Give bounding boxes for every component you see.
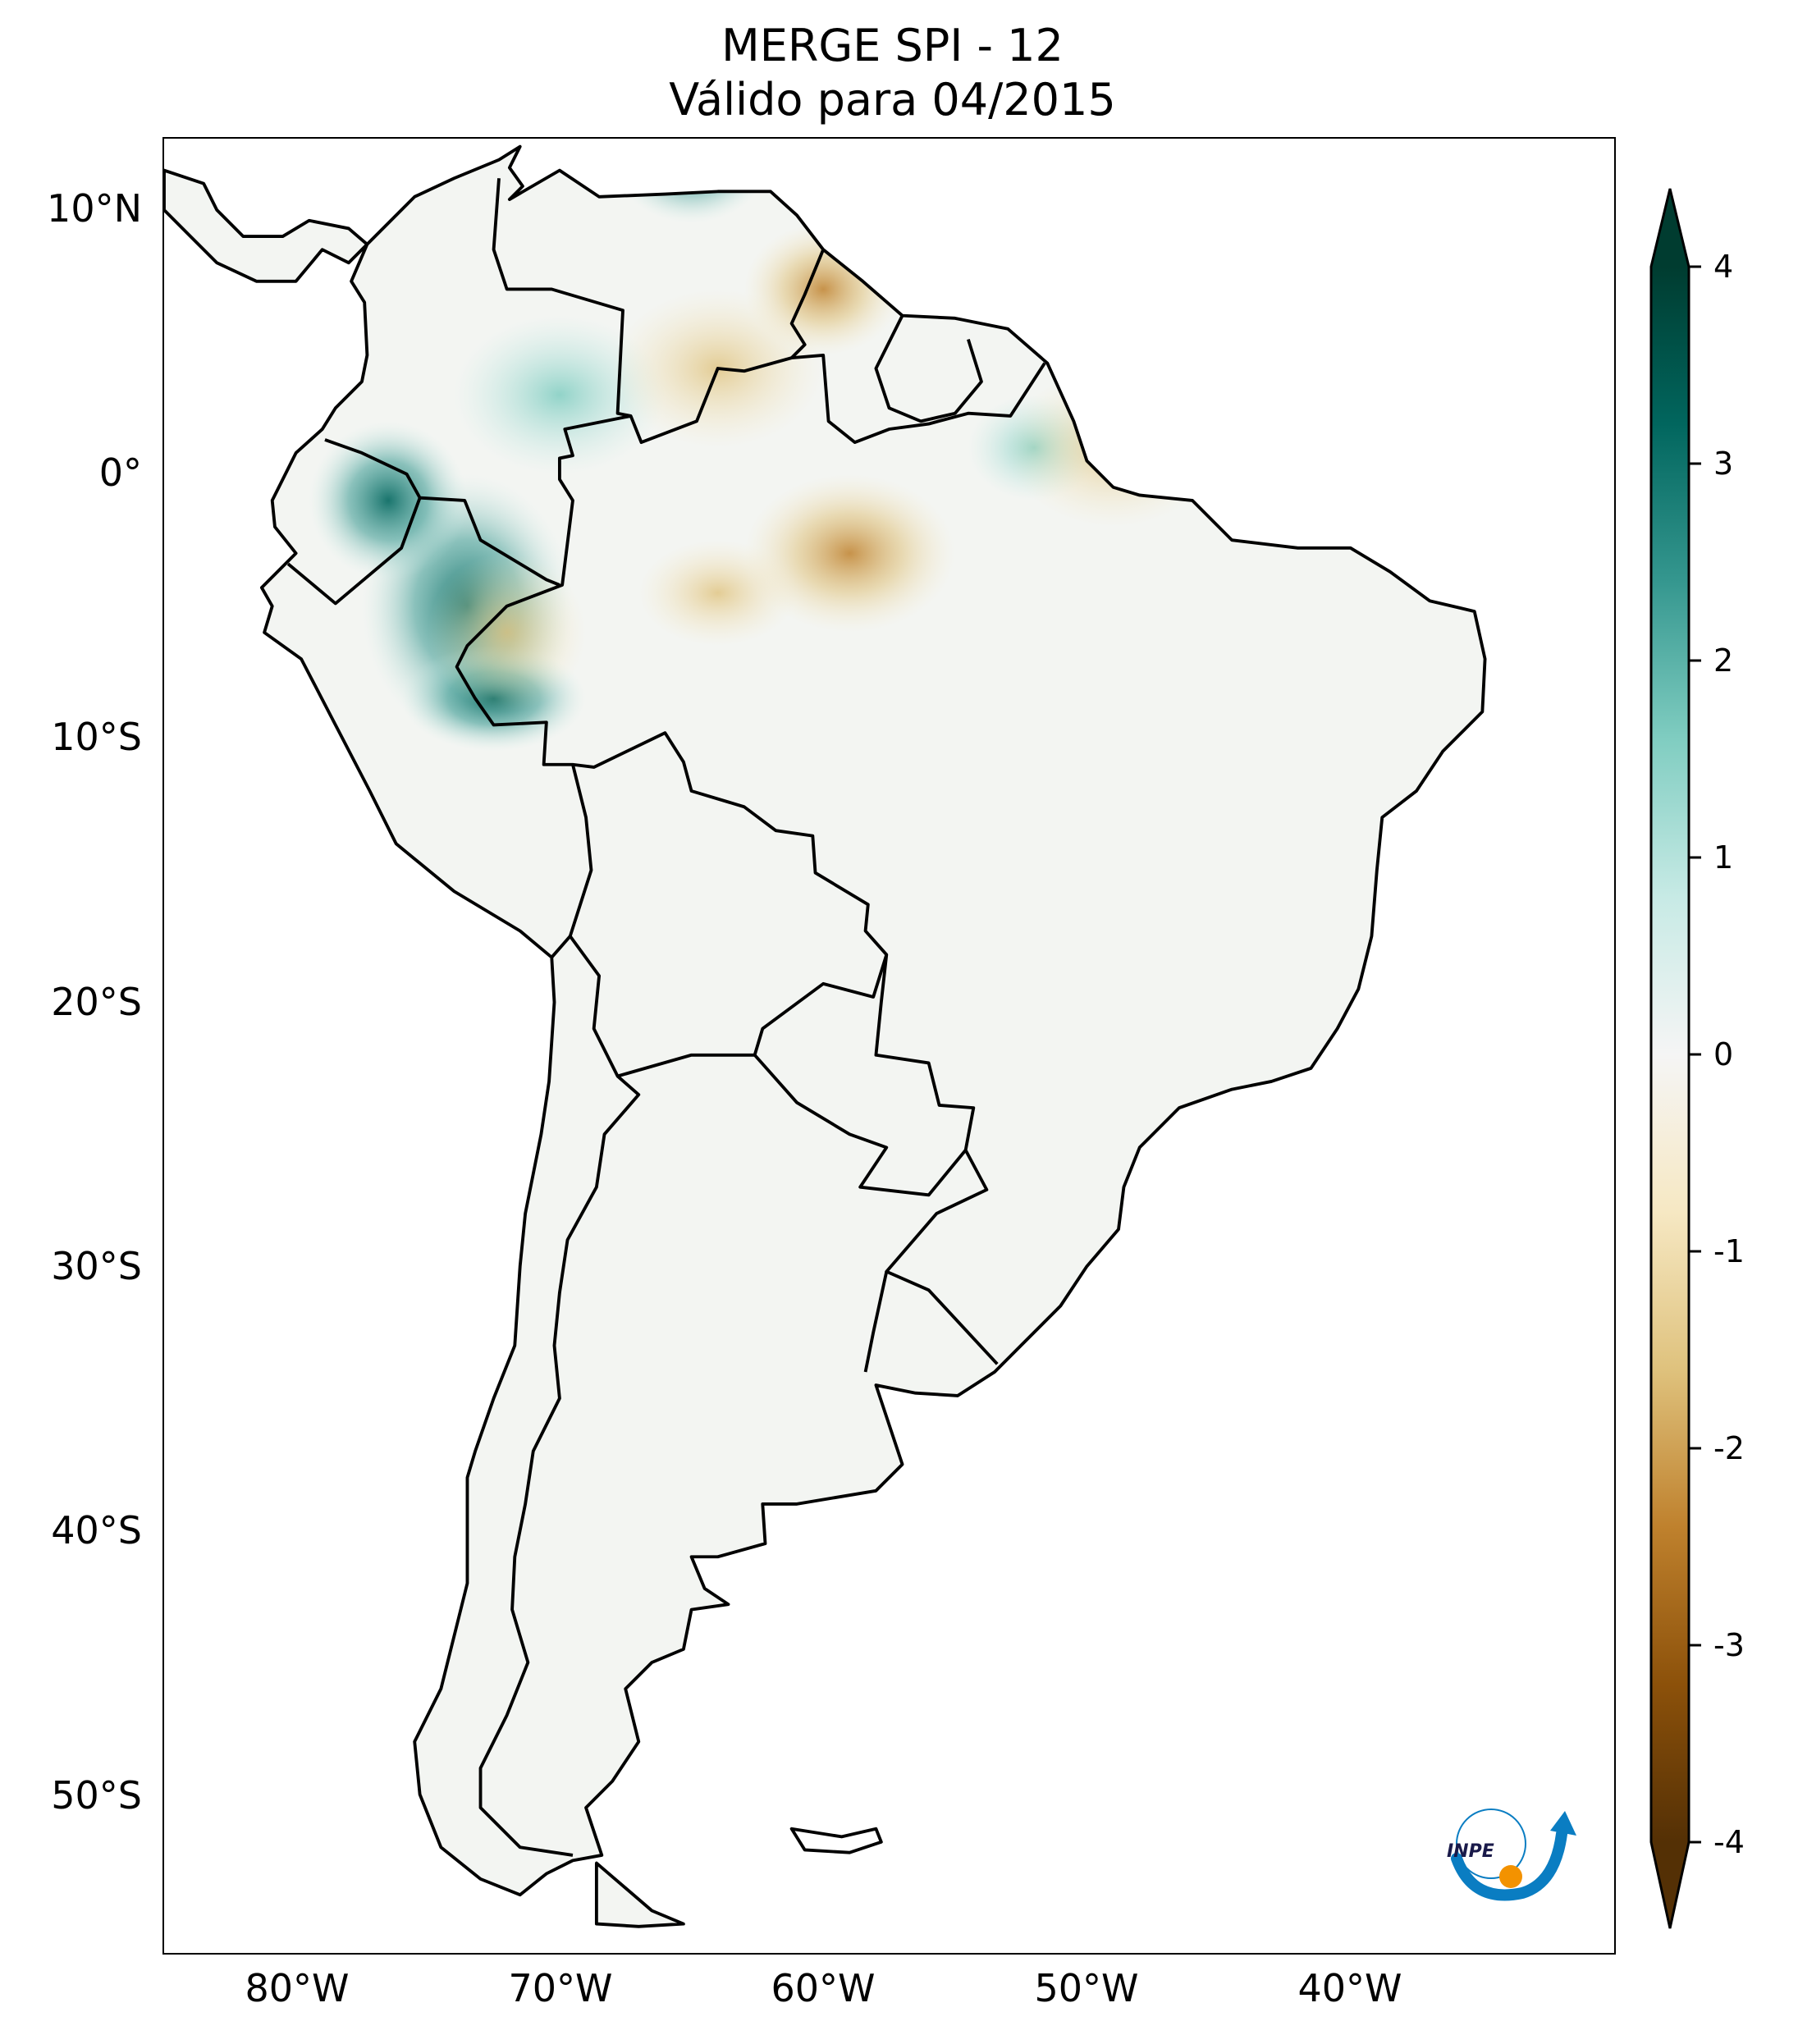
y-tick-40s: 40°S xyxy=(51,1508,142,1552)
spi-map xyxy=(164,139,1614,1953)
colorbar-ticks xyxy=(1689,265,1701,1844)
colorbar-label-neg3: -3 xyxy=(1713,1627,1745,1663)
y-tick-20s: 20°S xyxy=(51,980,142,1024)
colorbar xyxy=(1649,188,1701,1929)
uruguay-border xyxy=(863,1271,889,1373)
x-tick-50w: 50°W xyxy=(1034,1966,1139,2010)
y-tick-10s: 10°S xyxy=(51,715,142,759)
colorbar-label-neg2: -2 xyxy=(1713,1430,1745,1466)
title-line-1: MERGE SPI - 12 xyxy=(721,20,1064,71)
colorbar-label-3: 3 xyxy=(1713,446,1734,482)
x-tick-60w: 60°W xyxy=(771,1966,876,2010)
paraguay-border xyxy=(753,1054,968,1197)
x-tick-80w: 80°W xyxy=(245,1966,350,2010)
colorbar-label-2: 2 xyxy=(1713,642,1734,679)
y-tick-50s: 50°S xyxy=(51,1773,142,1818)
colorbar-label-0: 0 xyxy=(1713,1036,1734,1072)
inpe-logo: INPE xyxy=(1447,1809,1576,1901)
colorbar-body xyxy=(1651,267,1689,1842)
andes-border xyxy=(478,935,641,1857)
y-tick-30s: 30°S xyxy=(51,1244,142,1288)
colorbar-lower-extend xyxy=(1651,1842,1689,1928)
x-tick-70w: 70°W xyxy=(508,1966,613,2010)
colorbar-upper-extend xyxy=(1651,189,1689,267)
y-tick-0: 0° xyxy=(98,450,142,495)
venezuela-border xyxy=(492,178,983,423)
colorbar-label-4: 4 xyxy=(1713,249,1734,285)
spi-field xyxy=(164,146,1485,1927)
bolivia-border xyxy=(568,764,889,1078)
falkland-islands xyxy=(789,1827,883,1854)
svg-text:INPE: INPE xyxy=(1447,1841,1494,1862)
colorbar-label-1: 1 xyxy=(1713,839,1734,876)
borders xyxy=(164,147,1485,1927)
peru-border xyxy=(286,438,572,958)
y-tick-10n: 10°N xyxy=(47,186,142,231)
colorbar-label-neg4: -4 xyxy=(1713,1824,1745,1860)
map-panel xyxy=(162,137,1616,1955)
colorbar-label-neg1: -1 xyxy=(1713,1233,1745,1269)
x-tick-40w: 40°W xyxy=(1297,1966,1402,2010)
brazil-border xyxy=(455,353,1046,1365)
title-line-2: Válido para 04/2015 xyxy=(669,74,1116,126)
